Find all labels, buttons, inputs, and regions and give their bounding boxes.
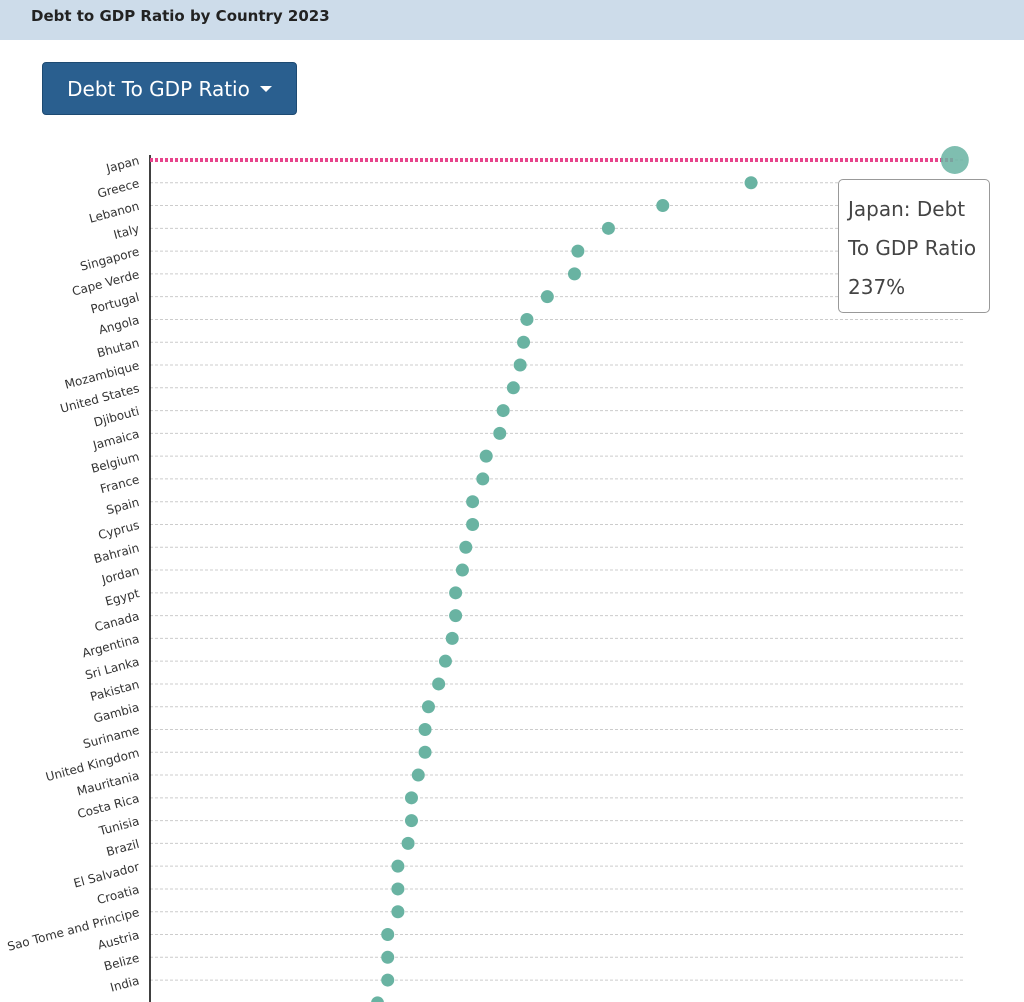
- dot: [466, 495, 480, 509]
- dot: [476, 472, 490, 486]
- dot: [571, 244, 585, 258]
- dot: [493, 426, 507, 440]
- dot: [466, 517, 480, 531]
- tooltip: Japan: Debt To GDP Ratio 237%: [838, 179, 990, 313]
- y-tick-label: Canada: [93, 609, 141, 634]
- dot: [496, 404, 510, 418]
- y-tick-label: Lebanon: [88, 199, 141, 226]
- dot: [432, 677, 446, 691]
- dot: [601, 221, 615, 235]
- dot: [411, 768, 425, 782]
- dot: [391, 859, 405, 873]
- y-tick-label: Bhutan: [96, 336, 141, 361]
- dot: [391, 882, 405, 896]
- dot: [520, 312, 534, 326]
- y-tick-label: Italy: [112, 222, 141, 242]
- dot: [744, 176, 758, 190]
- dot: [371, 996, 384, 1002]
- header: Debt to GDP Ratio by Country 2023: [0, 0, 1024, 40]
- dot: [449, 586, 463, 600]
- header-title: Debt to GDP Ratio by Country 2023: [31, 7, 330, 25]
- dot: [418, 745, 432, 759]
- dropdown-button[interactable]: Debt To GDP Ratio: [42, 62, 297, 115]
- dot: [381, 950, 395, 964]
- dot: [404, 791, 418, 805]
- y-tick-label: Jordan: [99, 563, 140, 587]
- dot: [381, 973, 395, 987]
- dot: [418, 723, 432, 736]
- y-tick-label: Greece: [96, 176, 141, 201]
- dot: [540, 290, 554, 304]
- dot: [449, 609, 463, 623]
- y-tick-label: Tunisia: [97, 814, 141, 838]
- dot: [438, 654, 452, 668]
- dot: [513, 358, 527, 372]
- dot: [506, 381, 520, 395]
- dot: [401, 836, 415, 850]
- dot: [421, 700, 435, 714]
- dot: [479, 449, 493, 463]
- y-tick-label: Pakistan: [89, 677, 141, 704]
- caret: [259, 85, 272, 92]
- dot: [391, 905, 405, 919]
- y-tick-label: Cyprus: [97, 518, 141, 542]
- y-tick-label: Belize: [102, 951, 140, 974]
- y-tick-label: France: [99, 472, 141, 496]
- highlight-dot: [940, 146, 969, 174]
- y-tick-label: India: [109, 973, 141, 994]
- y-tick-label: Belgium: [90, 450, 141, 476]
- y-tick-label: Djibouti: [92, 404, 141, 430]
- y-tick-label: Japan: [104, 153, 141, 175]
- y-tick-label: Egypt: [104, 586, 141, 609]
- dropdown-label: Debt To GDP Ratio: [67, 76, 250, 101]
- dot: [445, 631, 459, 645]
- y-tick-label: Austria: [96, 928, 141, 952]
- tooltip-title: Japan: Debt To GDP Ratio: [848, 197, 977, 260]
- y-tick-label: Spain: [105, 495, 141, 517]
- dot: [567, 267, 581, 281]
- dot: [459, 540, 473, 554]
- tooltip-value: 237%: [848, 275, 906, 299]
- y-tick-label: Angola: [97, 313, 141, 337]
- y-tick-label: Bahrain: [92, 541, 140, 567]
- dot: [517, 335, 531, 349]
- dot: [404, 814, 418, 828]
- dot: [381, 928, 395, 942]
- y-tick-label: Portugal: [89, 290, 141, 316]
- y-tick-label: Jamaica: [91, 427, 141, 453]
- dot: [455, 563, 469, 577]
- dot: [656, 199, 670, 213]
- y-tick-label: Croatia: [95, 882, 140, 907]
- y-tick-label: Gambia: [92, 700, 141, 726]
- y-tick-label: Brazil: [105, 837, 141, 859]
